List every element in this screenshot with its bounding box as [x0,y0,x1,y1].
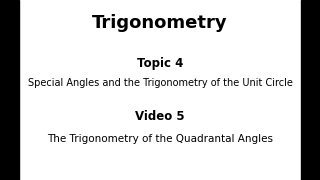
Text: Video 5: Video 5 [135,111,185,123]
Text: Special Angles and the Trigonometry of the Unit Circle: Special Angles and the Trigonometry of t… [28,78,292,88]
Bar [0,0,19,180]
Text: The Trigonometry of the Quadrantal Angles: The Trigonometry of the Quadrantal Angle… [47,134,273,144]
Bar [301,0,320,180]
Text: Topic 4: Topic 4 [137,57,183,69]
Text: Trigonometry: Trigonometry [92,14,228,32]
